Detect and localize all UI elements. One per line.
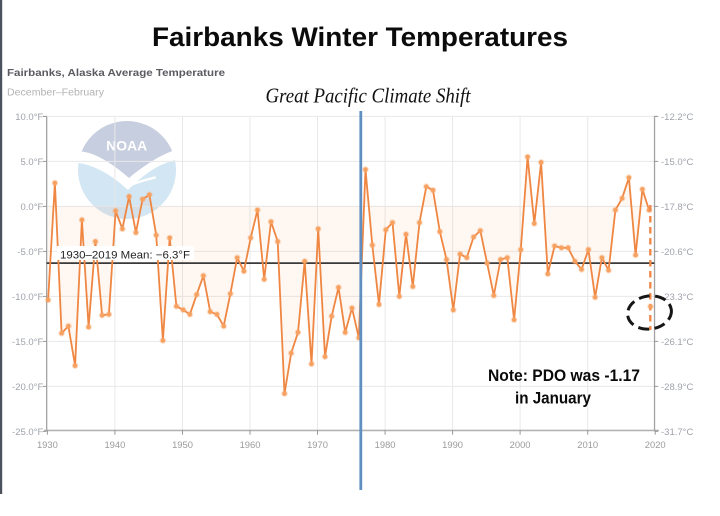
svg-text:1990: 1990 bbox=[442, 439, 463, 450]
svg-text:-28.9°C: -28.9°C bbox=[661, 382, 693, 393]
svg-text:-26.1°C: -26.1°C bbox=[661, 337, 693, 348]
svg-text:-15.0°C: -15.0°C bbox=[661, 157, 693, 168]
svg-text:-20.6°C: -20.6°C bbox=[661, 247, 693, 258]
svg-text:NOAA: NOAA bbox=[106, 139, 147, 154]
svg-text:1930: 1930 bbox=[37, 439, 58, 450]
svg-text:2010: 2010 bbox=[577, 439, 598, 450]
svg-text:in January: in January bbox=[515, 390, 591, 408]
svg-text:-5.0°F: -5.0°F bbox=[17, 247, 43, 258]
svg-text:-15.0°F: -15.0°F bbox=[12, 337, 43, 348]
svg-text:Fairbanks Winter Temperatures: Fairbanks Winter Temperatures bbox=[152, 22, 568, 52]
svg-text:10.0°F: 10.0°F bbox=[15, 112, 43, 123]
svg-text:1970: 1970 bbox=[307, 439, 328, 450]
svg-text:-10.0°F: -10.0°F bbox=[12, 292, 43, 303]
svg-text:1950: 1950 bbox=[172, 439, 193, 450]
svg-text:1940: 1940 bbox=[104, 439, 125, 450]
svg-text:1960: 1960 bbox=[240, 439, 261, 450]
svg-text:1930–2019 Mean: −6.3°F: 1930–2019 Mean: −6.3°F bbox=[60, 250, 190, 262]
svg-text:-12.2°C: -12.2°C bbox=[661, 112, 693, 123]
svg-text:Fairbanks, Alaska Average Temp: Fairbanks, Alaska Average Temperature bbox=[7, 68, 225, 79]
svg-text:-20.0°F: -20.0°F bbox=[12, 382, 43, 393]
svg-text:0.0°F: 0.0°F bbox=[20, 202, 43, 213]
svg-text:-31.7°C: -31.7°C bbox=[661, 427, 693, 438]
svg-text:1980: 1980 bbox=[375, 439, 396, 450]
svg-text:-17.8°C: -17.8°C bbox=[661, 202, 693, 213]
svg-text:-23.3°C: -23.3°C bbox=[661, 292, 693, 303]
svg-text:5.0°F: 5.0°F bbox=[20, 157, 43, 168]
svg-text:Great Pacific Climate Shift: Great Pacific Climate Shift bbox=[266, 83, 472, 107]
svg-text:-25.0°F: -25.0°F bbox=[12, 427, 43, 438]
svg-text:Note: PDO was -1.17: Note: PDO was -1.17 bbox=[488, 367, 640, 385]
svg-text:December–February: December–February bbox=[7, 88, 104, 99]
svg-text:2020: 2020 bbox=[645, 439, 666, 450]
svg-text:2000: 2000 bbox=[510, 439, 531, 450]
